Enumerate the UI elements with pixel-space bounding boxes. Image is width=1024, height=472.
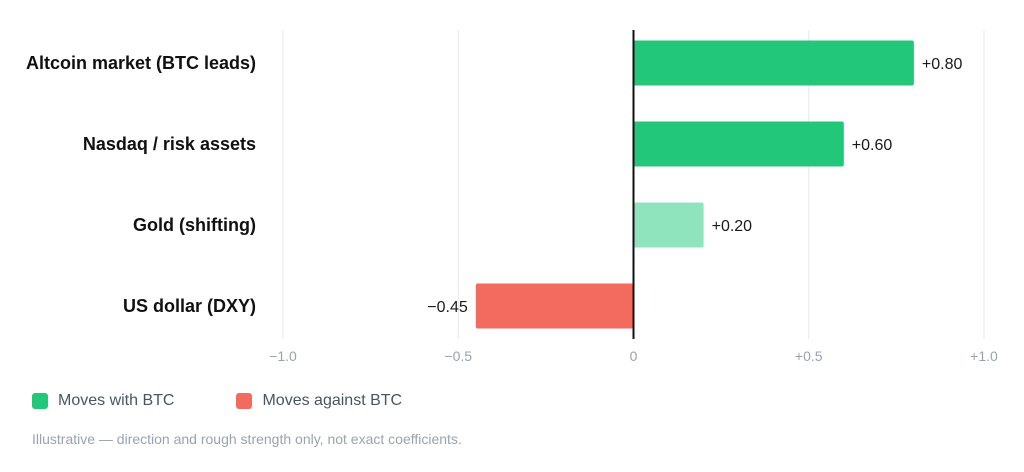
category-label: Altcoin market (BTC leads)	[26, 53, 256, 73]
category-label: Nasdaq / risk assets	[83, 134, 256, 154]
legend-item-with-btc: Moves with BTC	[32, 392, 174, 410]
bar	[633, 202, 704, 248]
legend-item-against-btc: Moves against BTC	[236, 392, 402, 410]
bar	[475, 283, 634, 329]
correlation-bar-chart: −1.0 −0.5 0 +0.5 +1.0 Altcoin market (BTC lea…	[26, 30, 998, 364]
legend-label-against-btc: Moves against BTC	[262, 392, 403, 409]
category-label: US dollar (DXY)	[123, 296, 256, 316]
legend-label-with-btc: Moves with BTC	[58, 392, 175, 409]
x-tick-label: −1.0	[269, 348, 297, 364]
x-tick-label: 0	[630, 348, 638, 364]
data-label: +0.20	[712, 218, 753, 235]
legend-swatch-with-btc	[32, 393, 48, 409]
x-tick-label: +1.0	[970, 348, 998, 364]
legend: Moves with BTC Moves against BTC	[32, 392, 464, 410]
legend-swatch-against-btc	[236, 393, 253, 409]
x-tick-label: +0.5	[795, 348, 823, 364]
category-label: Gold (shifting)	[133, 215, 256, 235]
data-label: +0.80	[922, 56, 963, 73]
x-tick-label: −0.5	[444, 348, 472, 364]
footnote: Illustrative — direction and rough stren…	[32, 431, 462, 447]
bar	[633, 121, 844, 167]
data-label: +0.60	[852, 137, 893, 154]
data-label: −0.45	[427, 299, 468, 316]
bar	[633, 40, 914, 86]
